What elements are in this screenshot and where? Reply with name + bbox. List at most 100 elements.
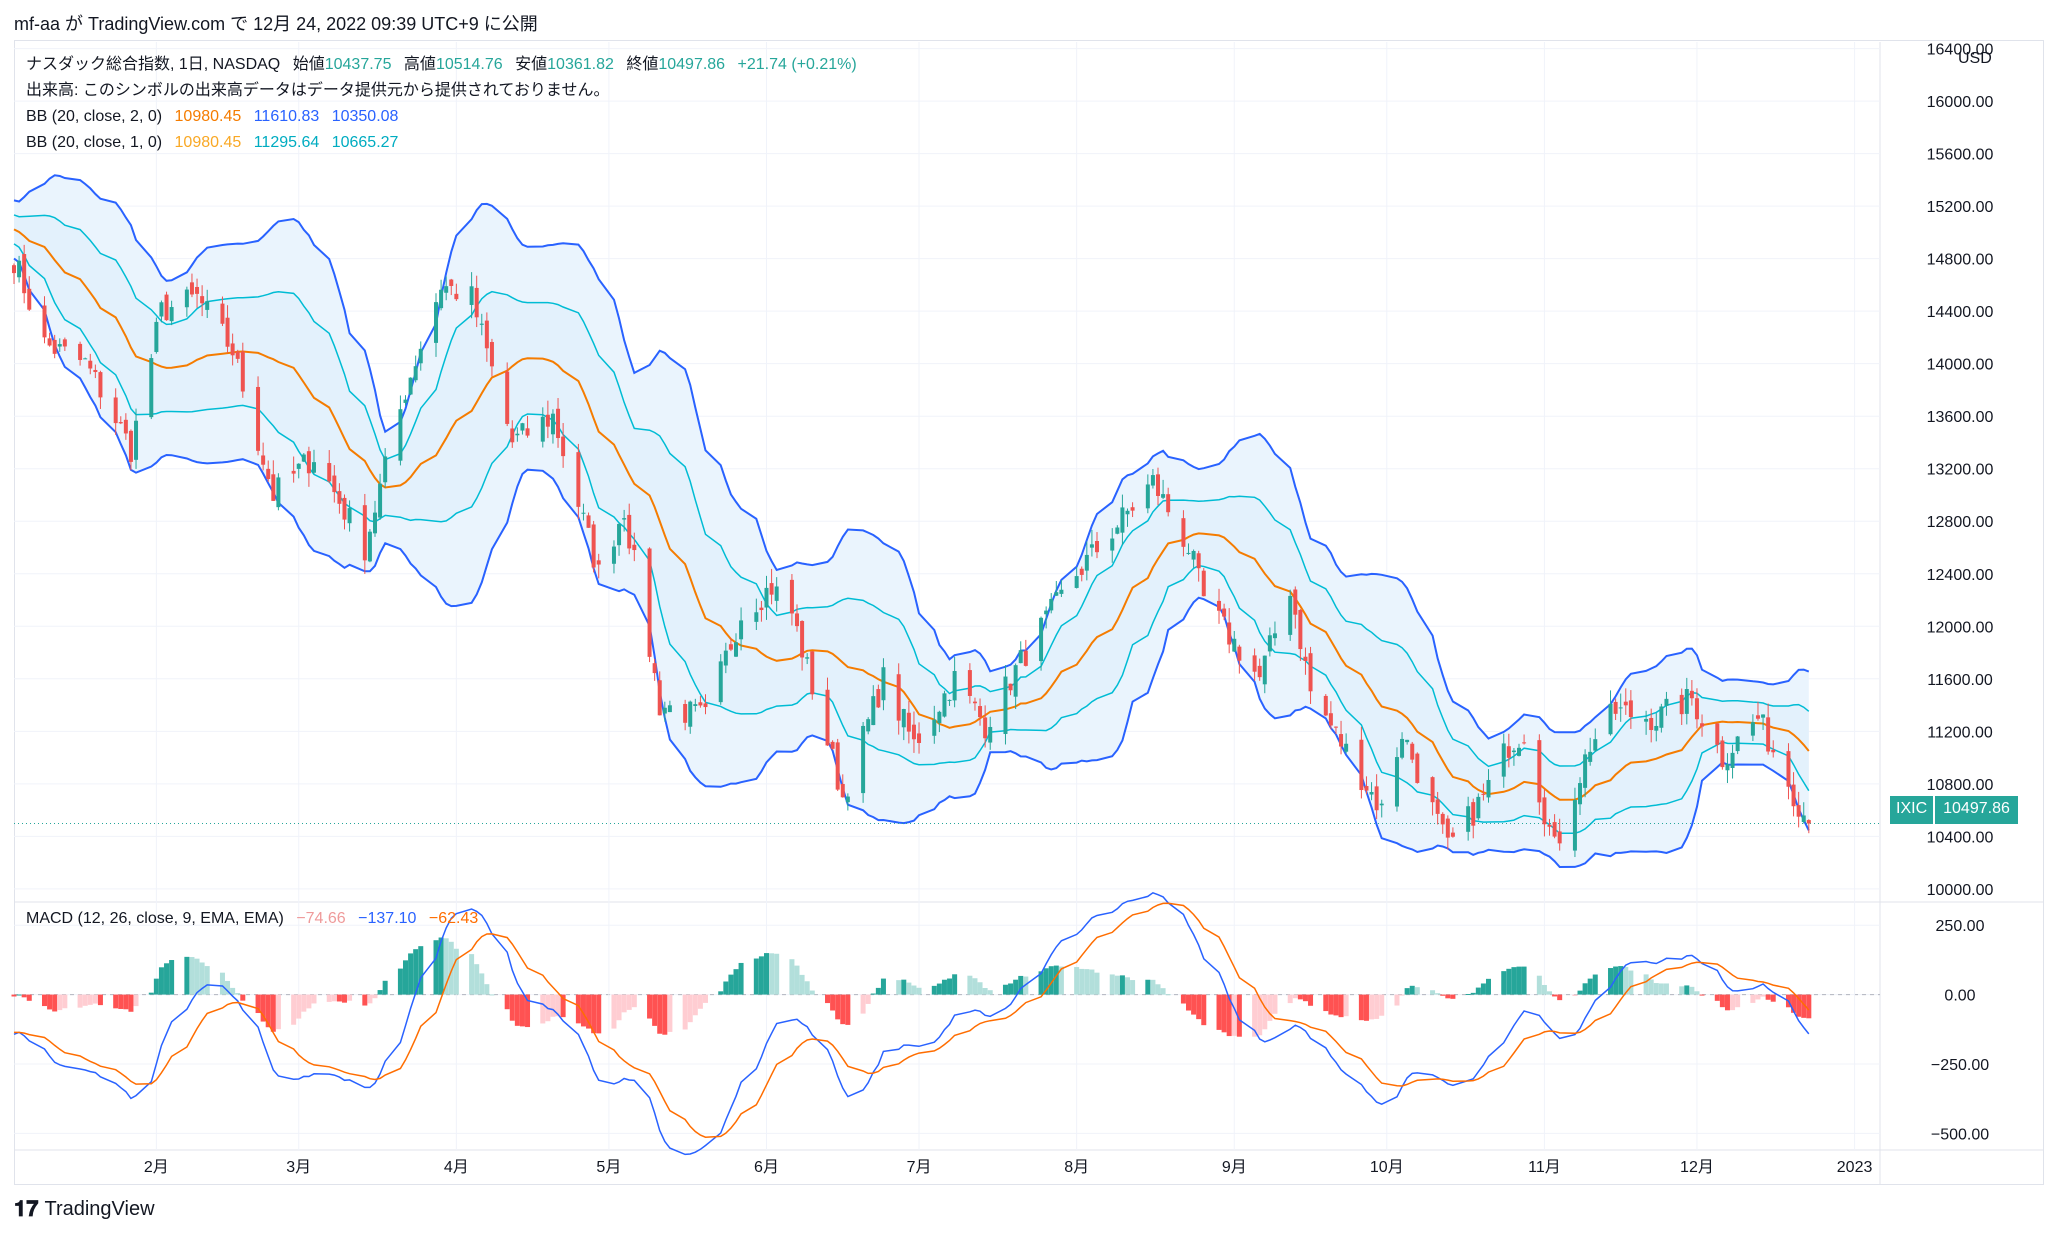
macd-histogram-bar	[692, 994, 698, 1016]
macd-histogram-bar	[906, 982, 912, 995]
macd-histogram-bar	[1475, 987, 1481, 995]
close-label: 終値	[626, 56, 659, 73]
macd-histogram-bar	[1521, 966, 1527, 995]
candle-body	[1623, 701, 1628, 706]
candle-body	[240, 351, 245, 392]
candle-body	[1125, 510, 1130, 515]
candle-body	[1156, 474, 1161, 496]
macd-histogram-bar	[1053, 965, 1059, 995]
symbol-name[interactable]: ナスダック総合指数, 1日, NASDAQ	[26, 56, 281, 73]
candle-body	[291, 470, 296, 474]
candle-body	[576, 452, 581, 507]
candle-body	[418, 348, 423, 364]
macd-histogram-bar	[967, 975, 973, 995]
candle-body	[561, 436, 566, 457]
macd-histogram-bar	[469, 954, 475, 995]
macd-line	[13, 891, 1810, 1156]
price-tick-label: 16000.00	[1927, 94, 1994, 111]
candle-body	[159, 302, 164, 317]
macd-histogram-bar	[331, 994, 337, 1002]
price-tick-label: 12400.00	[1927, 567, 1994, 584]
macd-histogram-bar	[1302, 994, 1308, 1002]
candle-body	[276, 477, 281, 508]
candle-body	[123, 419, 128, 434]
candle-body	[1644, 718, 1649, 722]
macd-histogram-bar	[758, 956, 764, 995]
candle-body	[1323, 695, 1328, 716]
candle-body	[1328, 713, 1333, 726]
chart-frame[interactable]	[14, 40, 2044, 1185]
macd-histogram-bar	[840, 994, 846, 1025]
candle-body	[617, 523, 622, 546]
macd-histogram-bar	[296, 994, 302, 1019]
macd-histogram-bar	[1292, 994, 1298, 999]
macd-histogram-bar	[336, 994, 342, 1002]
candle-body	[1771, 749, 1776, 753]
candle-body	[306, 451, 311, 474]
change-value: +21.74 (+0.21%)	[737, 56, 857, 73]
candle-body	[62, 339, 67, 347]
footer-brand[interactable]: 𝟏𝟕 TradingView	[14, 1196, 155, 1222]
macd-histogram-bar	[1226, 994, 1232, 1037]
candle-body	[1003, 676, 1008, 734]
macd-tick-label: 250.00	[1936, 918, 1985, 935]
macd-histogram-bar	[413, 949, 419, 995]
candle-body	[93, 369, 98, 373]
candle-body	[1750, 722, 1755, 736]
candle-body	[1288, 595, 1293, 635]
macd-histogram-bar	[1618, 966, 1624, 995]
candle-body	[205, 301, 210, 310]
month-label: 10月	[1370, 1159, 1404, 1176]
candle-body	[469, 286, 474, 305]
macd-histogram-bar	[718, 991, 724, 995]
candle-body	[901, 709, 906, 728]
macd-signal-value: −62.43	[428, 910, 479, 927]
macd-histogram-bar	[916, 987, 922, 995]
candle-body	[1196, 553, 1201, 569]
candle-body	[1201, 570, 1206, 597]
candle-body	[805, 657, 810, 659]
macd-histogram-bar	[169, 960, 175, 995]
candle-body	[662, 707, 667, 714]
macd-histogram-bar	[525, 994, 531, 1028]
candle-body	[1542, 797, 1547, 825]
candle-body	[1694, 698, 1699, 720]
candle-body	[189, 282, 194, 295]
macd-histogram-bar	[626, 994, 632, 1010]
legend-bb1[interactable]: BB (20, close, 1, 0) 10980.45 11295.64 1…	[26, 130, 857, 156]
candle-body	[1267, 635, 1272, 652]
macd-legend[interactable]: MACD (12, 26, close, 9, EMA, EMA) −74.66…	[26, 910, 478, 928]
candle-body	[128, 430, 133, 462]
candle-body	[581, 512, 586, 514]
candle-body	[403, 399, 408, 403]
candle-body	[932, 719, 937, 736]
macd-histogram-bar	[453, 948, 459, 995]
candle-body	[1191, 550, 1196, 560]
candle-body	[1786, 751, 1791, 787]
candle-body	[78, 343, 83, 360]
macd-tick-label: −500.00	[1931, 1126, 1989, 1143]
price-tag-value: 10497.86	[1935, 796, 2018, 824]
legend-bb2[interactable]: BB (20, close, 2, 0) 10980.45 11610.83 1…	[26, 104, 857, 130]
macd-histogram-bar	[194, 958, 200, 995]
macd-histogram-bar	[1180, 994, 1186, 1004]
candle-body	[1227, 622, 1232, 645]
macd-histogram-bar	[687, 994, 693, 1023]
macd-histogram-bar	[804, 981, 810, 995]
macd-histogram-bar	[1379, 994, 1385, 1016]
macd-histogram-bar	[1536, 975, 1542, 995]
candle-body	[88, 360, 93, 369]
macd-histogram-bar	[92, 994, 98, 1004]
macd-histogram-bar	[21, 994, 27, 998]
macd-histogram-bar	[870, 993, 876, 995]
macd-histogram-bar	[291, 994, 297, 1025]
candle-body	[449, 279, 454, 286]
candle-body	[596, 560, 601, 565]
macd-histogram-bar	[1231, 994, 1237, 1036]
macd-line-value: −137.10	[358, 910, 417, 927]
macd-histogram-bar	[1409, 985, 1415, 995]
candle-body	[759, 607, 764, 611]
candle-body	[1476, 796, 1481, 819]
macd-histogram-bar	[550, 994, 556, 1017]
